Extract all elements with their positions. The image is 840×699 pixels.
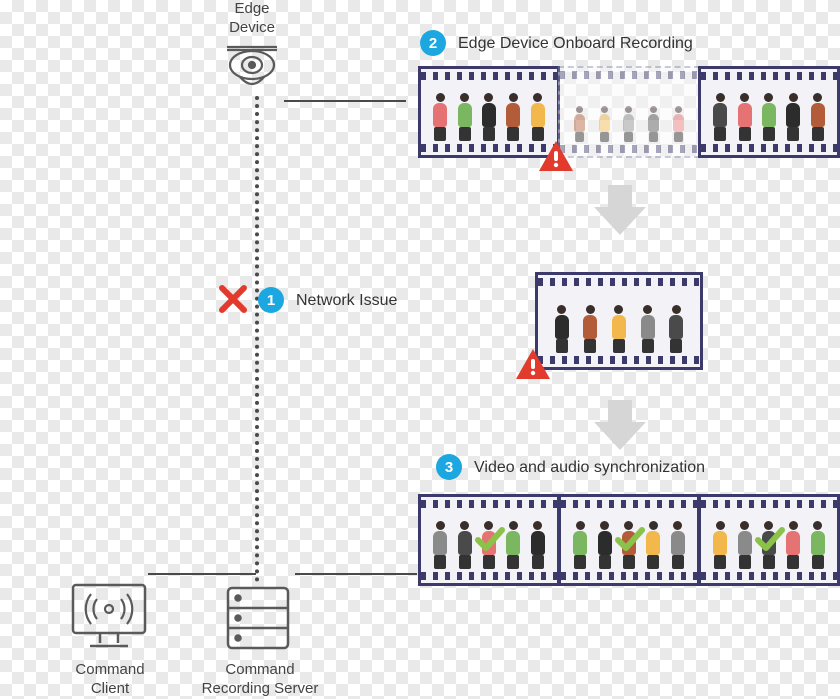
- network-link-line: [255, 96, 259, 582]
- filmstrip-frame: [698, 66, 840, 158]
- filmstrip-frame: [418, 494, 560, 586]
- label-command-server: Command Recording Server: [195, 661, 325, 699]
- camera-icon: [223, 43, 281, 91]
- monitor-icon: [70, 582, 148, 654]
- filmstrip-frame: [698, 494, 840, 586]
- network-fail-x-icon: [218, 284, 248, 314]
- step-3-badge: 3: [436, 454, 462, 480]
- step-1-title: Network Issue: [296, 292, 397, 310]
- connector-line: [295, 573, 417, 575]
- down-arrow-icon: [590, 185, 650, 235]
- diagram-stage: Edge Device Command Client Command Recor…: [0, 0, 840, 699]
- filmstrip-frame-faded: [558, 66, 700, 158]
- down-arrow-icon: [590, 400, 650, 450]
- server-icon: [222, 582, 294, 654]
- label-command-client: Command Client: [55, 661, 165, 699]
- step-1-badge: 1: [258, 287, 284, 313]
- label-edge-device: Edge Device: [212, 0, 292, 38]
- filmstrip-frame: [558, 494, 700, 586]
- warning-icon: [538, 140, 574, 172]
- step-2-title: Edge Device Onboard Recording: [458, 35, 693, 53]
- connector-line: [284, 100, 406, 102]
- filmstrip-frame: [535, 272, 703, 370]
- warning-icon: [515, 348, 551, 380]
- step-2-badge: 2: [420, 30, 446, 56]
- connector-line: [148, 573, 256, 575]
- step-3-title: Video and audio synchronization: [474, 459, 705, 477]
